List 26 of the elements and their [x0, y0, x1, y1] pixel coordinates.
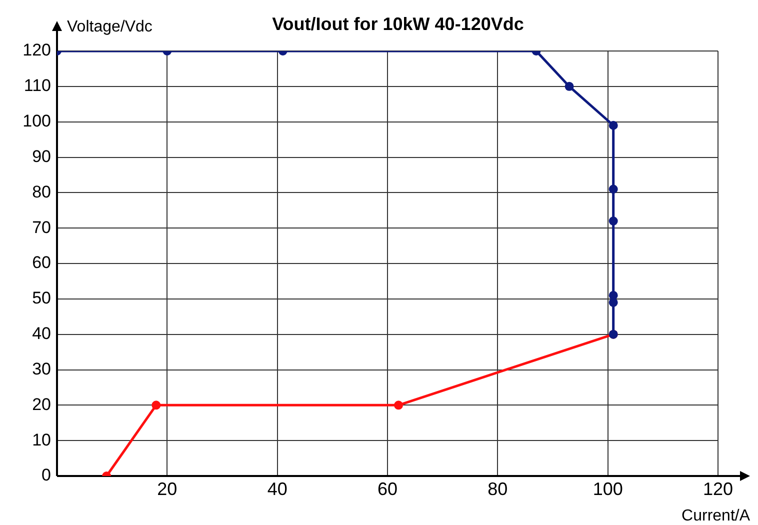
x-tick-label: 120	[702, 478, 734, 499]
point	[608, 216, 618, 226]
y-tick-label: 70	[32, 218, 51, 237]
y-tick-label: 60	[32, 253, 51, 272]
y-tick-label: 30	[32, 359, 51, 378]
y-axis-title: Voltage/Vdc	[67, 18, 152, 36]
y-tick-label: 0	[42, 466, 51, 485]
point	[394, 400, 404, 410]
y-tick-label: 110	[24, 76, 51, 96]
point	[608, 184, 618, 194]
y-tick-label: 100	[22, 112, 51, 131]
x-tick-label: 40	[267, 478, 288, 499]
y-tick-label: 50	[32, 288, 51, 308]
y-tick-label: 80	[32, 182, 51, 202]
y-tick-label: 10	[32, 430, 51, 450]
chart-title: Vout/Iout for 10kW 40-120Vdc	[272, 14, 524, 34]
x-tick-label: 60	[377, 478, 398, 499]
x-tick-label: 80	[488, 478, 508, 499]
point	[152, 400, 161, 410]
x-axis-title: Current/A	[682, 507, 750, 524]
x-tick-label: 100	[592, 478, 623, 499]
x-tick-label: 20	[157, 478, 178, 499]
y-tick-label: 90	[32, 146, 51, 166]
y-tick-label: 120	[22, 40, 51, 60]
y-tick-label: 20	[32, 394, 51, 414]
y-tick-label: 40	[32, 324, 51, 344]
